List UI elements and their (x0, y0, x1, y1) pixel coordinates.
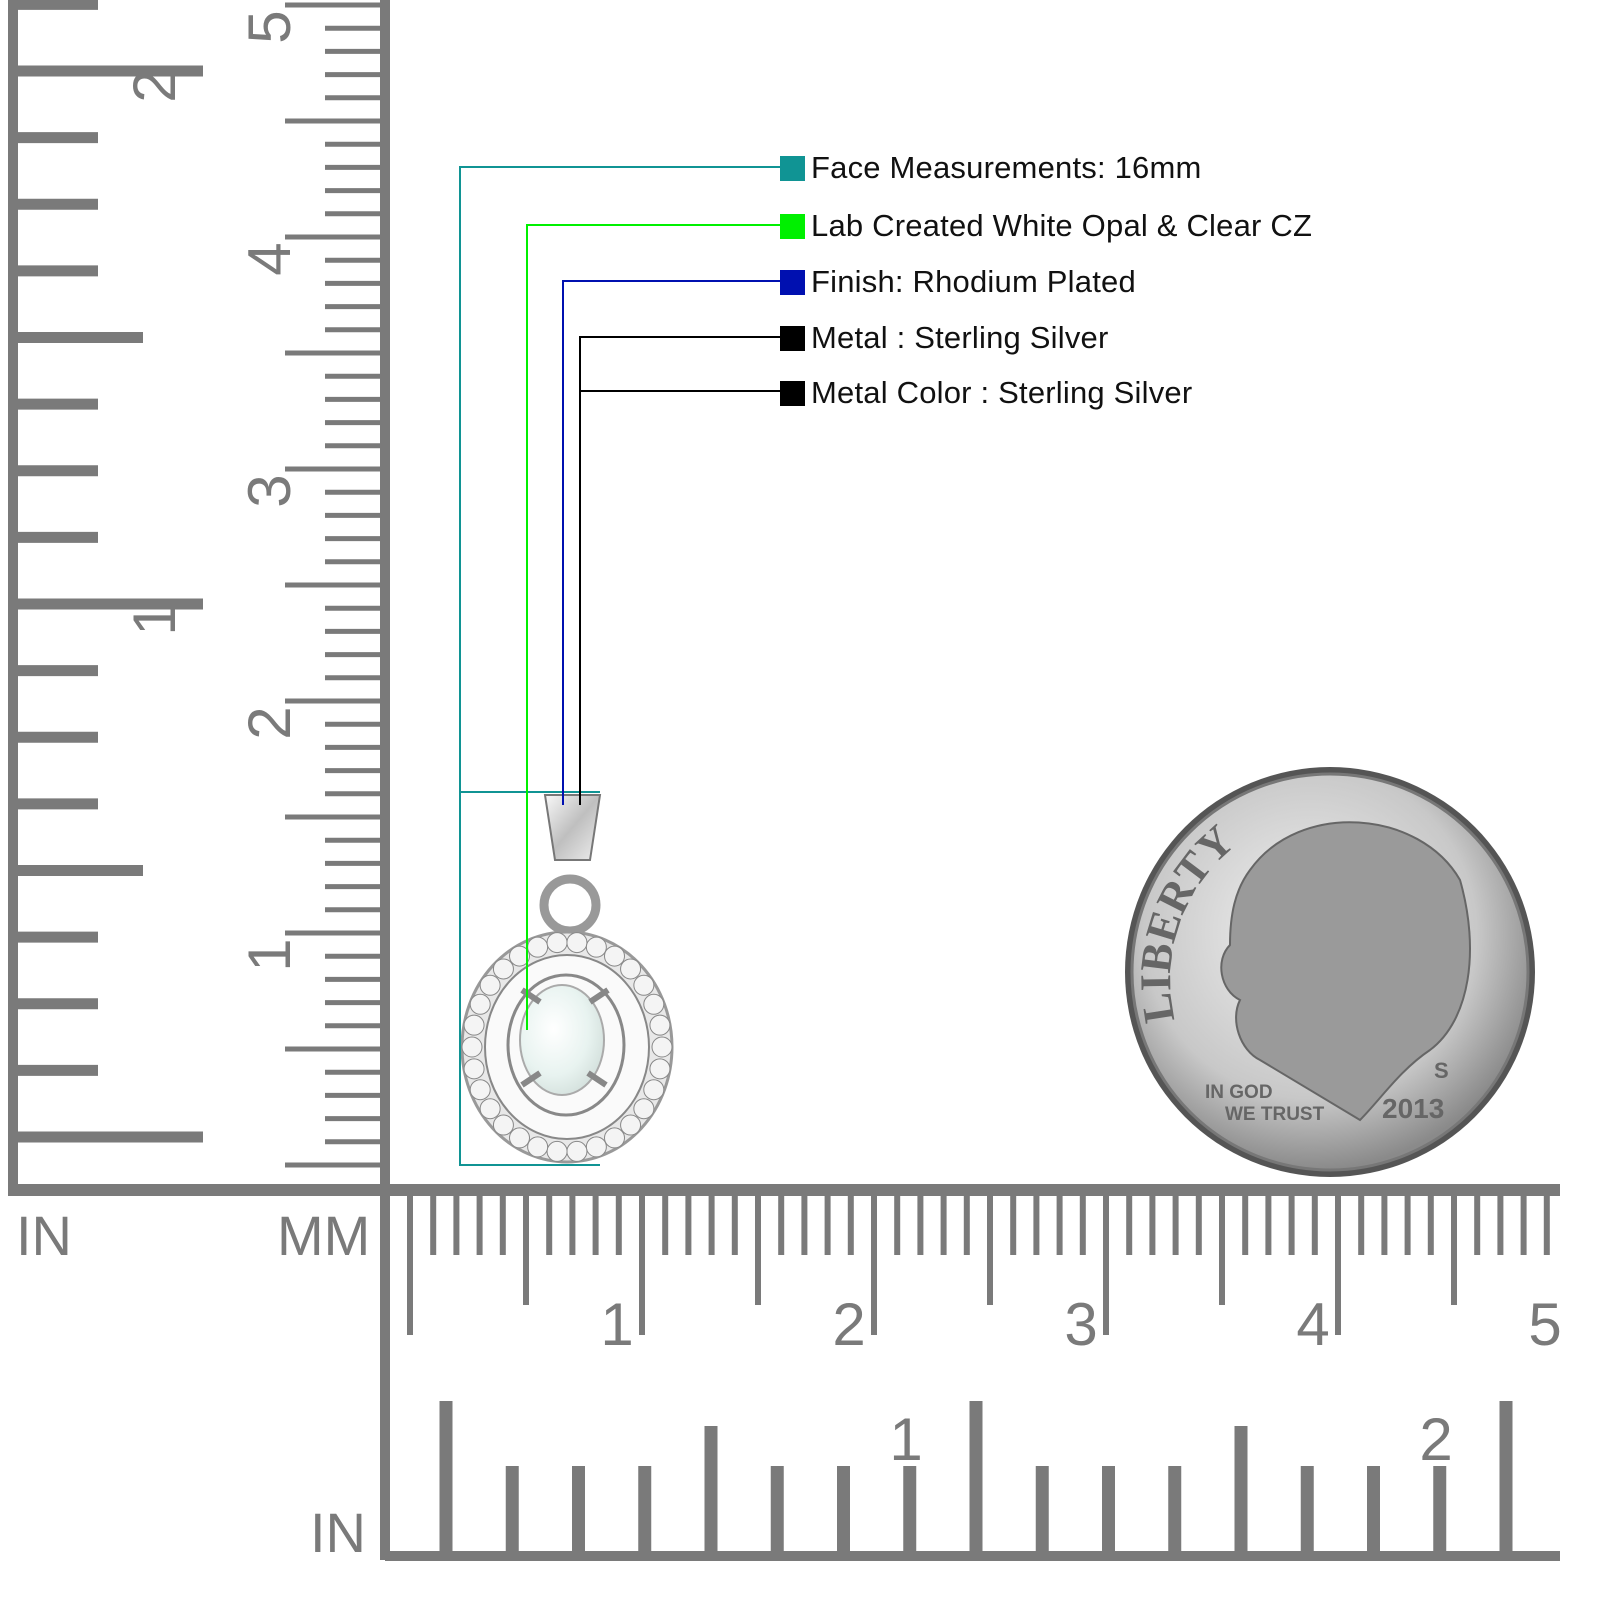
halo-stone (566, 1140, 588, 1162)
halo-stone (509, 1127, 530, 1149)
legend-metal: Metal : Sterling Silver (780, 320, 1109, 355)
dime-coin-image: LIBERTY IN GOD WE TRUST 2013 S (1125, 767, 1535, 1177)
halo-stone (604, 945, 625, 967)
pendant-image (460, 794, 674, 1164)
halo-stone (649, 1058, 671, 1080)
horizontal-cm-label: 4 (1296, 1291, 1329, 1358)
halo-stone (527, 936, 549, 958)
horizontal-cm-label: 3 (1064, 1291, 1097, 1358)
halo-stone (509, 945, 530, 967)
halo-stone (463, 1014, 485, 1036)
legend-label: Face Measurements: 16mm (811, 150, 1202, 185)
halo-stone (620, 1114, 642, 1136)
vertical-cm-label: 5 (236, 10, 303, 43)
coin-motto-line1: IN GOD (1205, 1082, 1273, 1103)
halo-stone (604, 1127, 625, 1149)
legend-metal-color: Metal Color : Sterling Silver (780, 375, 1193, 410)
halo-stone (633, 1098, 655, 1120)
horizontal-cm-label: 1 (600, 1291, 633, 1358)
legend-label: Lab Created White Opal & Clear CZ (811, 208, 1313, 243)
halo-stone (463, 1058, 485, 1080)
halo-stone (649, 1014, 671, 1036)
legend-face-measurements: Face Measurements: 16mm (780, 150, 1202, 185)
horizontal-inch-label: 2 (1419, 1406, 1452, 1473)
vertical-cm-label: 4 (236, 242, 303, 275)
vertical-cm-label: 2 (236, 706, 303, 739)
horizontal-inch-label: 1 (889, 1406, 922, 1473)
halo-stone (546, 932, 568, 954)
legend-label: Metal : Sterling Silver (811, 320, 1109, 355)
vertical-cm-label: 1 (236, 938, 303, 971)
coin-year: 2013 (1382, 1093, 1444, 1124)
halo-stone (479, 1098, 501, 1120)
halo-stone (461, 1036, 483, 1058)
halo-stone (585, 1136, 607, 1158)
legend-swatch (780, 380, 805, 406)
horizontal-cm-label: 5 (1528, 1291, 1561, 1358)
legend-swatch (780, 213, 805, 239)
unit-label-bottom-in: IN (310, 1501, 366, 1564)
halo-stone (620, 958, 642, 980)
halo-stone (585, 936, 607, 958)
halo-stone (492, 958, 514, 980)
unit-label-mm: MM (277, 1204, 371, 1267)
legend-swatch (780, 325, 805, 351)
halo-stone (469, 1079, 491, 1101)
halo-stone (643, 1079, 665, 1101)
unit-label-in: IN (16, 1204, 72, 1267)
coin-mint-mark: S (1434, 1058, 1449, 1083)
halo-stones (461, 932, 673, 1162)
halo-stone (546, 1140, 568, 1162)
legend-label: Metal Color : Sterling Silver (811, 375, 1193, 410)
vertical-cm-label: 3 (236, 474, 303, 507)
legend-finish: Finish: Rhodium Plated (780, 264, 1136, 299)
halo-stone (651, 1036, 673, 1058)
halo-stone (479, 974, 501, 996)
legend-swatch (780, 155, 805, 181)
horizontal-cm-label: 2 (832, 1291, 865, 1358)
halo-stone (469, 993, 491, 1015)
vertical-inch-label: 2 (121, 69, 188, 102)
halo-stone (566, 932, 588, 954)
halo-stone (633, 974, 655, 996)
halo-stone (527, 1136, 549, 1158)
halo-stone (643, 993, 665, 1015)
halo-stone (492, 1114, 514, 1136)
coin-motto-line2: WE TRUST (1225, 1104, 1325, 1125)
legend-stone: Lab Created White Opal & Clear CZ (780, 208, 1313, 243)
vertical-inch-label: 1 (121, 602, 188, 635)
legend-label: Finish: Rhodium Plated (811, 264, 1136, 299)
legend-swatch (780, 269, 805, 295)
